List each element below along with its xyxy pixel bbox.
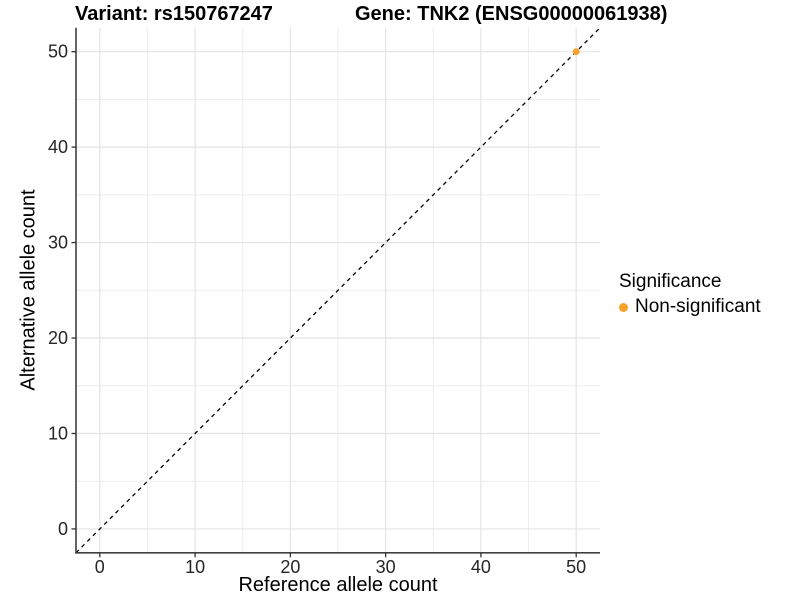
- y-tick-label: 20: [48, 328, 68, 348]
- y-tick-label: 30: [48, 233, 68, 253]
- x-tick-label: 0: [95, 557, 105, 577]
- y-tick-label: 10: [48, 423, 68, 443]
- y-tick-label: 0: [58, 519, 68, 539]
- y-axis-title: Alternative allele count: [17, 189, 40, 391]
- identity-line: [75, 27, 601, 554]
- plot-title-variant: Variant: rs150767247: [75, 3, 273, 25]
- legend-item-non-significant: Non-significant: [619, 296, 761, 318]
- data-point: [572, 48, 580, 56]
- y-tick-label: 50: [48, 42, 68, 62]
- legend-item-label: Non-significant: [635, 296, 761, 317]
- y-tick-label: 40: [48, 137, 68, 157]
- x-tick-label: 50: [566, 557, 586, 577]
- x-tick-label: 40: [471, 557, 491, 577]
- plot-title-gene: Gene: TNK2 (ENSG00000061938): [355, 3, 668, 25]
- legend: Significance Non-significant: [619, 271, 761, 318]
- x-tick-label: 10: [185, 557, 205, 577]
- x-axis-title: Reference allele count: [238, 574, 438, 596]
- legend-title: Significance: [619, 271, 722, 292]
- x-tick-label: 30: [376, 557, 396, 577]
- legend-point-icon: [619, 302, 628, 312]
- x-tick-label: 20: [280, 557, 300, 577]
